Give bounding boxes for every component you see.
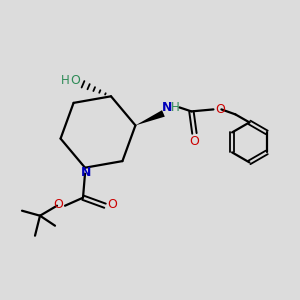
Polygon shape xyxy=(135,110,165,125)
Text: O: O xyxy=(70,74,80,87)
Text: H: H xyxy=(61,74,69,87)
Text: N: N xyxy=(162,101,172,114)
Text: O: O xyxy=(107,198,117,211)
Text: O: O xyxy=(190,135,200,148)
Text: N: N xyxy=(81,166,91,179)
Text: O: O xyxy=(215,103,225,116)
Text: O: O xyxy=(53,198,63,211)
Text: H: H xyxy=(171,101,180,114)
